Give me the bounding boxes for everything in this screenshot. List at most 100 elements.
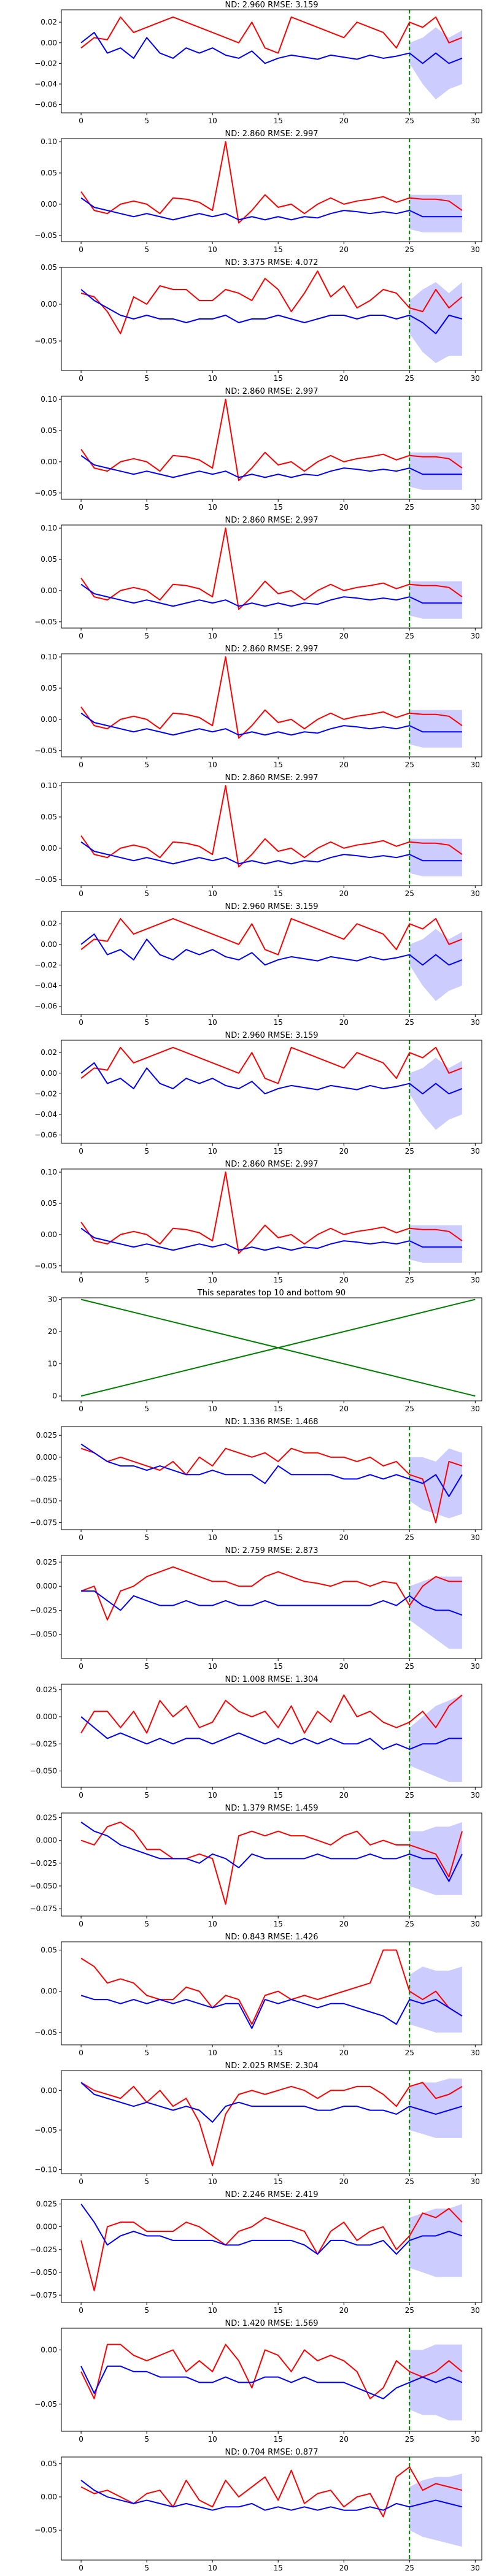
chart-title: ND: 2.860 RMSE: 2.997 [225, 645, 318, 654]
x-tick-label: 0 [79, 1920, 83, 1928]
x-tick-label: 20 [339, 1920, 349, 1928]
forecast-interval-band [409, 710, 462, 748]
x-tick-label: 10 [208, 2049, 217, 2057]
x-tick-label: 5 [144, 2435, 149, 2444]
x-tick-label: 30 [471, 245, 480, 254]
x-tick-label: 0 [79, 2177, 83, 2186]
forecast-interval-band [409, 27, 462, 100]
axes-frame [61, 267, 482, 371]
x-tick-label: 15 [274, 1147, 283, 1156]
y-tick-label: −0.06 [34, 1002, 57, 1011]
x-tick-label: 10 [208, 503, 217, 512]
chart-title: ND: 1.420 RMSE: 1.569 [225, 2319, 318, 2328]
y-tick-label: 0.025 [36, 1558, 57, 1566]
chart-panel: ND: 1.008 RMSE: 1.304 0 5 10 15 20 25 30 0.025 0.… [30, 1675, 482, 1800]
x-tick-label: 5 [144, 1405, 149, 1413]
y-tick-label: −0.025 [30, 1859, 57, 1868]
axes-frame [61, 653, 482, 757]
x-tick-label: 25 [405, 1533, 414, 1542]
x-tick-label: 15 [274, 2435, 283, 2444]
chart-title: ND: 3.375 RMSE: 4.072 [225, 258, 318, 267]
y-tick-label: −0.05 [34, 337, 57, 345]
x-tick-label: 30 [471, 1920, 480, 1928]
x-tick-label: 25 [405, 117, 414, 125]
chart-panel: ND: 2.960 RMSE: 3.159 0 5 10 15 20 25 30 0.02 0.0… [34, 902, 482, 1027]
y-tick-label: 0.00 [41, 715, 57, 724]
x-tick-label: 5 [144, 1276, 149, 1284]
y-tick-label: 0.05 [41, 426, 57, 435]
chart-panel: ND: 2.025 RMSE: 2.304 0 5 10 15 20 25 30 0.00 −0.… [34, 2061, 482, 2186]
x-tick-label: 20 [339, 1276, 349, 1284]
y-tick-label: 0.000 [36, 1453, 57, 1462]
forecast-interval-band [409, 2078, 462, 2138]
forecast-series-line [80, 1227, 462, 1251]
x-tick-label: 30 [471, 2306, 480, 2315]
y-tick-label: 0.00 [41, 2493, 57, 2501]
x-tick-label: 0 [79, 1147, 83, 1156]
axes-frame [61, 396, 482, 500]
x-tick-label: 15 [274, 2306, 283, 2315]
chart-panel: ND: 2.960 RMSE: 3.159 0 5 10 15 20 25 30 0.02 0.0… [34, 1031, 482, 1156]
x-tick-label: 0 [79, 2306, 83, 2315]
y-tick-label: 0.05 [41, 555, 57, 564]
chart-panel: ND: 2.860 RMSE: 2.997 0 5 10 15 20 25 30 0.10 0.0… [34, 645, 482, 769]
forecast-interval-band [409, 2474, 462, 2547]
x-tick-label: 0 [79, 761, 83, 769]
x-tick-label: 25 [405, 1662, 414, 1671]
x-tick-label: 0 [79, 889, 83, 898]
chart-title: ND: 2.860 RMSE: 2.997 [225, 773, 318, 783]
y-tick-label: −0.05 [34, 2126, 57, 2134]
actual-series-line [80, 918, 463, 956]
y-tick-label: −0.05 [34, 2400, 57, 2409]
chart-panel: ND: 2.759 RMSE: 2.873 0 5 10 15 20 25 30 0.025 0.… [30, 1546, 482, 1671]
x-tick-label: 5 [144, 503, 149, 512]
x-tick-label: 0 [79, 2049, 83, 2057]
x-tick-label: 20 [339, 374, 349, 383]
x-tick-label: 5 [144, 1533, 149, 1542]
x-tick-label: 25 [405, 1405, 414, 1413]
x-tick-label: 30 [471, 1276, 480, 1284]
forecast-interval-band [409, 452, 462, 490]
forecast-series-line [80, 289, 463, 334]
y-tick-label: 0.00 [41, 200, 57, 209]
y-tick-label: 0.10 [41, 395, 57, 404]
x-tick-label: 15 [274, 374, 283, 383]
y-tick-label: −0.05 [34, 618, 57, 626]
chart-title: ND: 2.860 RMSE: 2.997 [225, 1160, 318, 1169]
actual-series-line [80, 1566, 462, 1621]
x-tick-label: 10 [208, 1920, 217, 1928]
y-tick-label: 30 [48, 1295, 57, 1304]
forecast-interval-band [409, 1448, 462, 1519]
x-tick-label: 15 [274, 117, 283, 125]
y-tick-label: −0.075 [30, 1519, 57, 1527]
x-tick-label: 20 [339, 632, 349, 640]
forecast-series-line [80, 1716, 462, 1750]
y-tick-label: 0.10 [41, 524, 57, 532]
chart-panel: ND: 2.960 RMSE: 3.159 0 5 10 15 20 25 30 0.02 0.0… [34, 1, 482, 125]
chart-title: ND: 2.246 RMSE: 2.419 [225, 2190, 318, 2199]
x-tick-label: 5 [144, 1920, 149, 1928]
actual-series-line [80, 1171, 463, 1254]
axes-frame [61, 1555, 482, 1659]
diagonal-line [80, 1298, 476, 1397]
x-tick-label: 10 [208, 1533, 217, 1542]
y-tick-label: 0.00 [41, 2345, 57, 2354]
x-tick-label: 15 [274, 2564, 283, 2572]
actual-series-line [80, 2466, 463, 2518]
chart-panel: ND: 2.246 RMSE: 2.419 0 5 10 15 20 25 30 0.025 0.… [30, 2190, 482, 2315]
actual-series-line [80, 16, 463, 54]
forecast-interval-band [409, 1225, 462, 1263]
y-tick-label: 0.10 [41, 781, 57, 790]
y-tick-label: 0.02 [41, 1048, 57, 1057]
x-tick-label: 30 [471, 632, 480, 640]
forecast-interval-band [409, 282, 462, 363]
chart-panel: ND: 3.375 RMSE: 4.072 0 5 10 15 20 25 30 0.05 0.0… [34, 258, 482, 383]
x-tick-label: 20 [339, 761, 349, 769]
forecast-series-line [80, 1995, 463, 2030]
forecast-interval-band [409, 1057, 462, 1130]
forecast-series-line [80, 2480, 463, 2511]
y-tick-label: −0.025 [30, 2245, 57, 2254]
x-tick-label: 25 [405, 1018, 414, 1027]
x-tick-label: 15 [274, 503, 283, 512]
y-tick-label: 0.025 [36, 1813, 57, 1822]
